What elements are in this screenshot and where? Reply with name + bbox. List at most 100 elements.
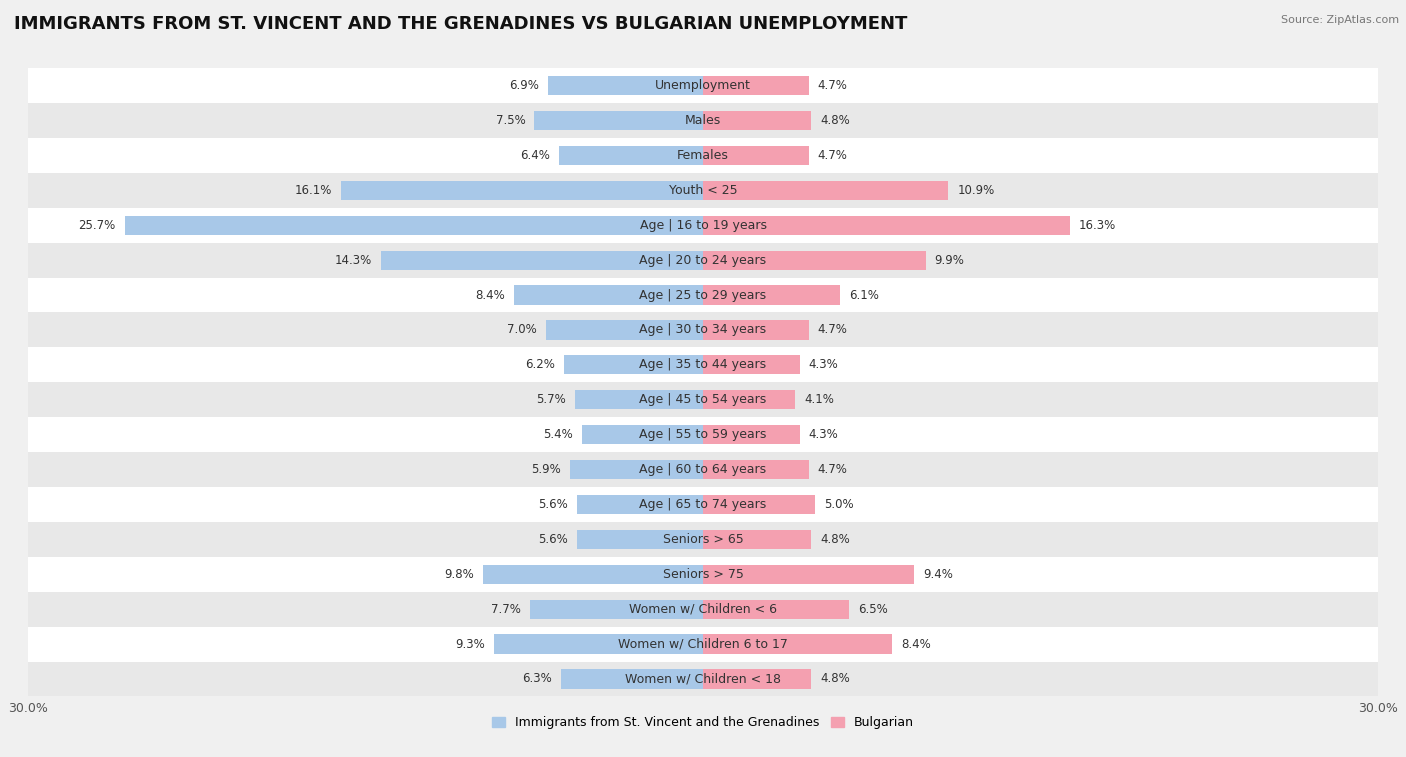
Bar — [703, 181, 948, 200]
Bar — [28, 138, 1378, 173]
Text: 7.7%: 7.7% — [491, 603, 520, 615]
Bar — [28, 173, 1378, 207]
Bar — [28, 662, 1378, 696]
Bar — [28, 417, 1378, 452]
Bar — [28, 243, 1378, 278]
Text: 6.2%: 6.2% — [524, 358, 554, 372]
Text: 5.7%: 5.7% — [536, 393, 565, 407]
Bar — [703, 460, 808, 479]
Bar — [703, 425, 800, 444]
Text: Source: ZipAtlas.com: Source: ZipAtlas.com — [1281, 15, 1399, 25]
Bar — [482, 565, 703, 584]
Bar — [28, 382, 1378, 417]
Bar — [564, 355, 703, 375]
Bar — [703, 111, 811, 130]
Bar — [703, 355, 800, 375]
Bar — [582, 425, 703, 444]
Text: Seniors > 75: Seniors > 75 — [662, 568, 744, 581]
Text: Seniors > 65: Seniors > 65 — [662, 533, 744, 546]
Text: Age | 20 to 24 years: Age | 20 to 24 years — [640, 254, 766, 266]
Legend: Immigrants from St. Vincent and the Grenadines, Bulgarian: Immigrants from St. Vincent and the Gren… — [486, 711, 920, 734]
Bar — [381, 251, 703, 269]
Bar — [534, 111, 703, 130]
Text: 9.3%: 9.3% — [456, 637, 485, 650]
Text: Females: Females — [678, 149, 728, 162]
Text: 4.7%: 4.7% — [818, 79, 848, 92]
Text: 4.3%: 4.3% — [808, 428, 838, 441]
Text: Age | 35 to 44 years: Age | 35 to 44 years — [640, 358, 766, 372]
Text: Unemployment: Unemployment — [655, 79, 751, 92]
Bar — [703, 600, 849, 618]
Text: Youth < 25: Youth < 25 — [669, 184, 737, 197]
Bar — [703, 76, 808, 95]
Bar — [560, 146, 703, 165]
Bar — [576, 530, 703, 549]
Text: 10.9%: 10.9% — [957, 184, 994, 197]
Text: Age | 65 to 74 years: Age | 65 to 74 years — [640, 498, 766, 511]
Text: IMMIGRANTS FROM ST. VINCENT AND THE GRENADINES VS BULGARIAN UNEMPLOYMENT: IMMIGRANTS FROM ST. VINCENT AND THE GREN… — [14, 15, 907, 33]
Text: Age | 25 to 29 years: Age | 25 to 29 years — [640, 288, 766, 301]
Text: Age | 60 to 64 years: Age | 60 to 64 years — [640, 463, 766, 476]
Text: 9.9%: 9.9% — [935, 254, 965, 266]
Bar — [546, 320, 703, 340]
Bar — [703, 530, 811, 549]
Text: 14.3%: 14.3% — [335, 254, 373, 266]
Text: 4.8%: 4.8% — [820, 114, 849, 127]
Text: Age | 55 to 59 years: Age | 55 to 59 years — [640, 428, 766, 441]
Bar — [28, 627, 1378, 662]
Bar — [576, 495, 703, 514]
Text: Age | 45 to 54 years: Age | 45 to 54 years — [640, 393, 766, 407]
Text: Women w/ Children < 18: Women w/ Children < 18 — [626, 672, 780, 686]
Bar — [703, 251, 925, 269]
Bar — [575, 390, 703, 410]
Text: 5.6%: 5.6% — [538, 498, 568, 511]
Text: 4.7%: 4.7% — [818, 149, 848, 162]
Bar — [548, 76, 703, 95]
Bar — [28, 557, 1378, 592]
Bar — [703, 390, 796, 410]
Bar — [28, 207, 1378, 243]
Bar — [28, 522, 1378, 557]
Bar — [28, 487, 1378, 522]
Text: 7.0%: 7.0% — [506, 323, 537, 336]
Bar — [28, 313, 1378, 347]
Bar — [515, 285, 703, 304]
Bar — [703, 320, 808, 340]
Text: 6.3%: 6.3% — [523, 672, 553, 686]
Text: 9.4%: 9.4% — [924, 568, 953, 581]
Text: Women w/ Children < 6: Women w/ Children < 6 — [628, 603, 778, 615]
Text: 5.9%: 5.9% — [531, 463, 561, 476]
Text: 8.4%: 8.4% — [901, 637, 931, 650]
Bar — [703, 285, 841, 304]
Text: 7.5%: 7.5% — [495, 114, 526, 127]
Bar — [28, 347, 1378, 382]
Bar — [125, 216, 703, 235]
Bar — [28, 278, 1378, 313]
Text: 25.7%: 25.7% — [79, 219, 115, 232]
Bar — [703, 495, 815, 514]
Bar — [28, 68, 1378, 103]
Text: 4.8%: 4.8% — [820, 533, 849, 546]
Bar — [340, 181, 703, 200]
Text: 6.9%: 6.9% — [509, 79, 538, 92]
Text: 6.5%: 6.5% — [858, 603, 889, 615]
Text: 6.1%: 6.1% — [849, 288, 879, 301]
Bar — [530, 600, 703, 618]
Bar — [561, 669, 703, 689]
Bar — [28, 103, 1378, 138]
Text: 4.7%: 4.7% — [818, 323, 848, 336]
Text: 4.1%: 4.1% — [804, 393, 834, 407]
Bar — [28, 452, 1378, 487]
Bar — [703, 216, 1070, 235]
Text: 4.8%: 4.8% — [820, 672, 849, 686]
Text: 5.0%: 5.0% — [824, 498, 853, 511]
Bar — [571, 460, 703, 479]
Text: Women w/ Children 6 to 17: Women w/ Children 6 to 17 — [619, 637, 787, 650]
Text: 8.4%: 8.4% — [475, 288, 505, 301]
Bar — [28, 592, 1378, 627]
Bar — [703, 634, 891, 654]
Text: 16.1%: 16.1% — [294, 184, 332, 197]
Text: Age | 16 to 19 years: Age | 16 to 19 years — [640, 219, 766, 232]
Bar — [494, 634, 703, 654]
Bar — [703, 565, 914, 584]
